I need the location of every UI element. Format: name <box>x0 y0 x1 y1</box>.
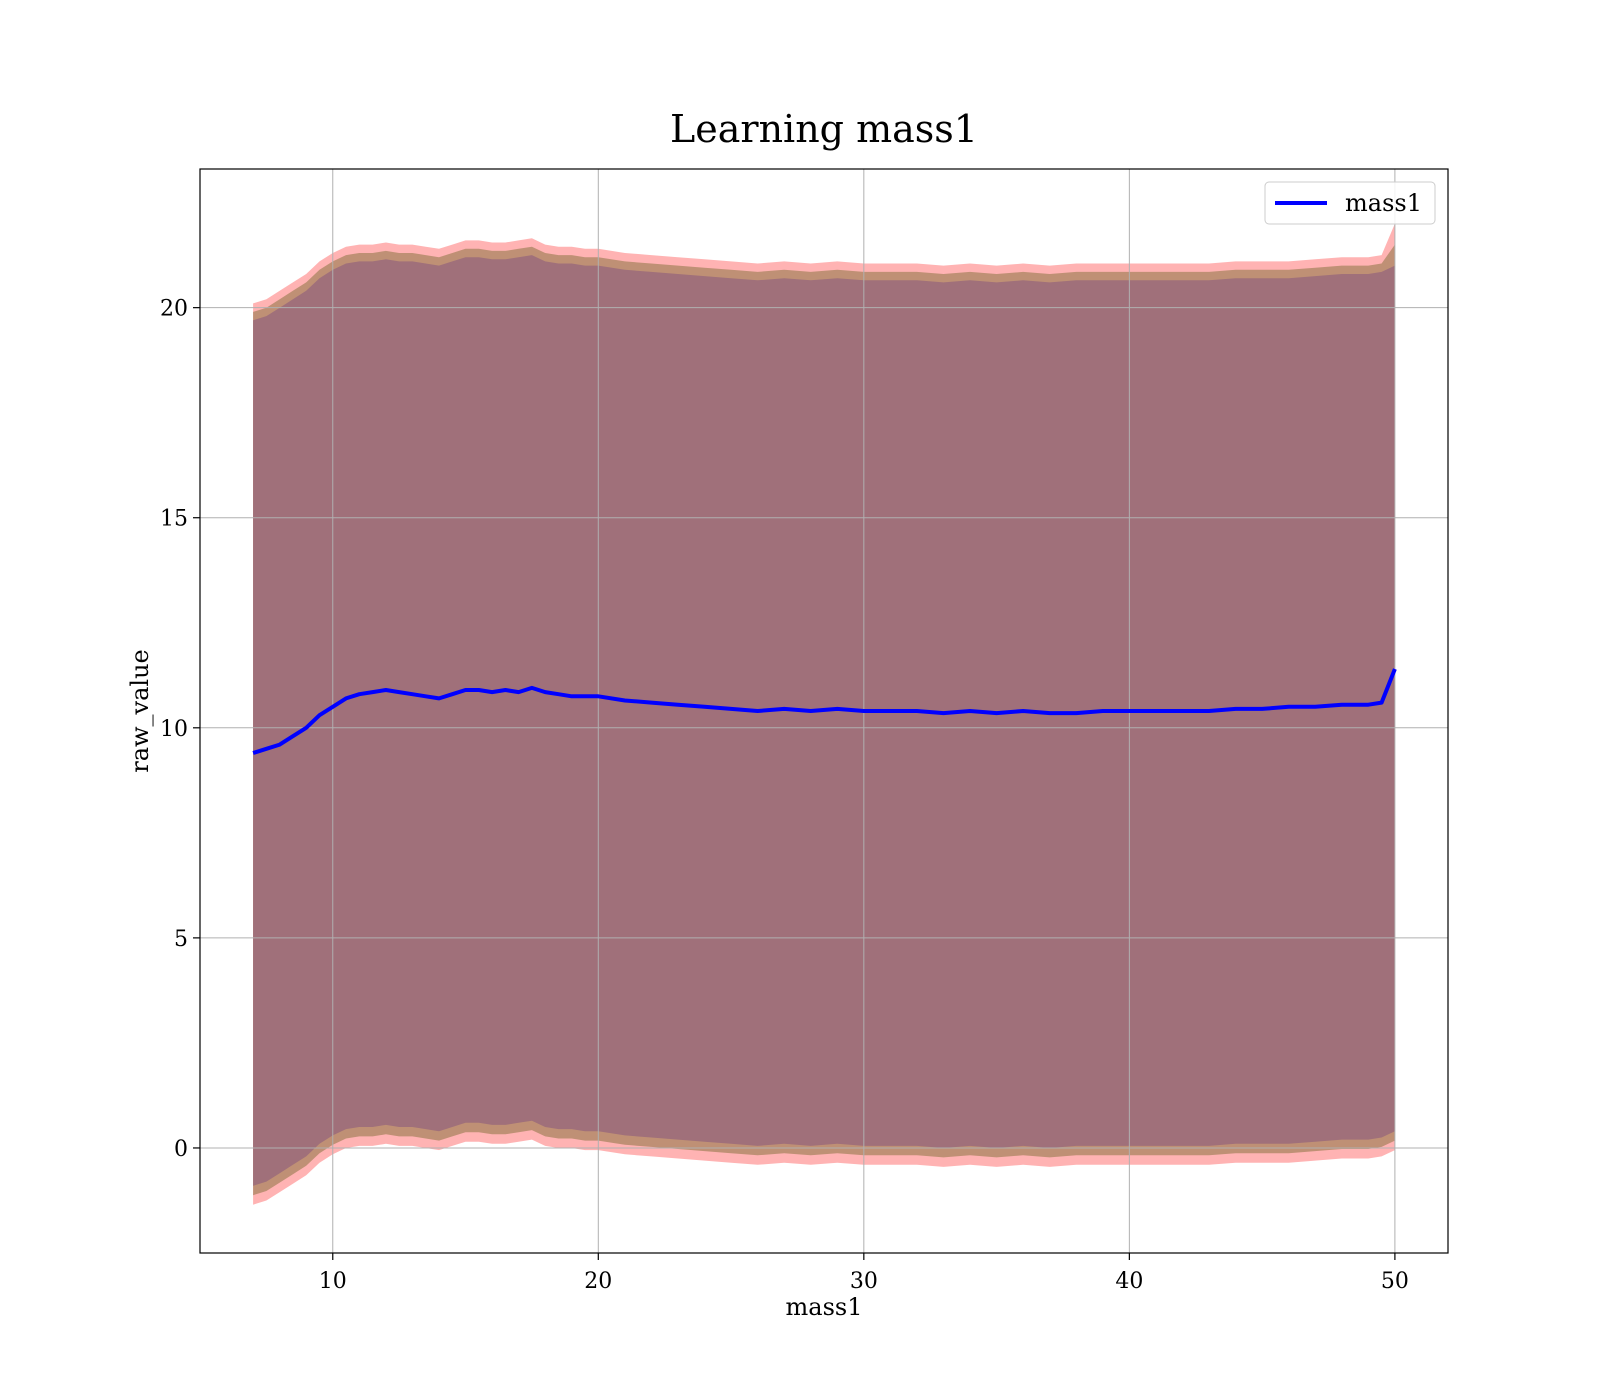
series-line-mass1 <box>252 668 1397 755</box>
x-tick-label-40: 40 <box>1115 1269 1143 1294</box>
x-axis-ticks: 10 20 30 40 50 <box>319 1253 1409 1294</box>
y-tick-label-5: 5 <box>174 927 188 952</box>
y-tick-label-0: 0 <box>174 1137 188 1162</box>
x-tick-label-10: 10 <box>319 1269 347 1294</box>
x-axis-label: mass1 <box>786 1293 863 1321</box>
y-tick-label-15: 15 <box>160 507 188 532</box>
x-tick-label-50: 50 <box>1381 1269 1409 1294</box>
y-tick-label-20: 20 <box>160 297 188 322</box>
legend-entry-mass1: mass1 <box>1345 189 1422 217</box>
y-axis-label: raw_value <box>126 649 154 773</box>
confidence-bands <box>253 223 1395 1205</box>
chart-title: Learning mass1 <box>670 107 978 151</box>
x-tick-label-20: 20 <box>584 1269 612 1294</box>
legend-box <box>1264 181 1436 225</box>
x-tick-label-30: 30 <box>850 1269 878 1294</box>
band-inner <box>253 255 1395 1186</box>
y-axis-ticks: 0 5 10 15 20 <box>160 297 200 1162</box>
plot-frame <box>199 168 1449 1254</box>
plot-border <box>199 168 1449 1254</box>
legend: mass1 <box>1264 181 1436 225</box>
y-tick-label-10: 10 <box>160 717 188 742</box>
series-lines <box>252 668 1397 755</box>
